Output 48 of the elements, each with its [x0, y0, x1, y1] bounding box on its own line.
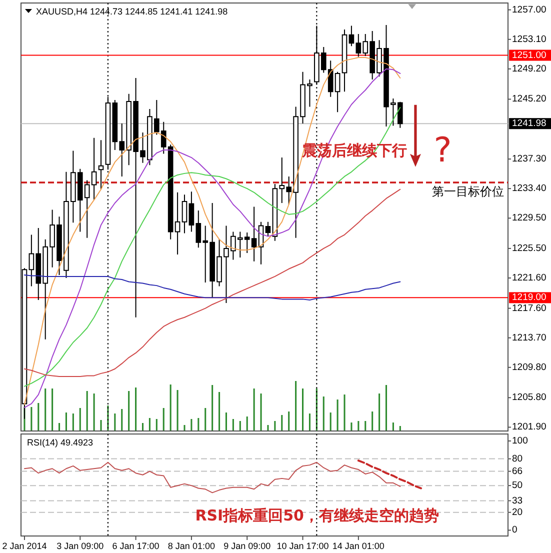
y-tick-label: 1249.20	[512, 63, 546, 74]
candlestick	[174, 192, 180, 255]
line-series	[24, 274, 401, 300]
y-tick-label: 20	[512, 506, 523, 518]
y-tick-label: 1225.50	[512, 242, 546, 254]
y-tick-label: 50	[512, 480, 523, 492]
x-tick-label: 8 Jan 01:00	[168, 541, 215, 551]
y-tick-label: 100	[512, 435, 528, 446]
x-tick-label: 3 Jan 09:00	[56, 541, 104, 551]
y-tick-label: 1233.40	[512, 183, 546, 194]
y-tick-label: 1205.80	[512, 392, 546, 404]
line-series	[24, 462, 401, 494]
annotation: RSI指标重回50，有继续走空的趋势	[195, 506, 439, 525]
y-tick-label: 1253.10	[512, 34, 546, 45]
line-series	[24, 188, 401, 377]
y-tick-label: 1217.60	[512, 302, 546, 314]
y-tick-label: 1209.80	[512, 362, 546, 373]
y-tick-label: 1237.30	[512, 154, 546, 165]
candlestick	[98, 140, 104, 190]
y-tick-label: 1221.60	[512, 272, 546, 284]
y-tick-label: 1201.90	[512, 422, 546, 433]
candlestick	[348, 25, 354, 47]
x-tick-label: 10 Jan 17:00	[276, 541, 329, 551]
candlestick	[342, 29, 348, 92]
ref-line-label: 1251.00	[512, 50, 546, 61]
ref-line-label: 1219.00	[512, 292, 546, 304]
x-tick-label: 6 Jan 17:00	[112, 541, 160, 551]
candlestick	[182, 194, 188, 234]
annotation: ?	[434, 130, 452, 171]
candlestick	[258, 221, 264, 265]
chart-title: XAUUSD,H4 1244.73 1244.85 1241.41 1241.98	[36, 6, 228, 16]
y-tick-label: 80	[512, 453, 523, 464]
chart-title: RSI(14) 49.4923	[27, 438, 94, 448]
x-tick-label: 14 Jan 01:00	[332, 541, 384, 551]
x-tick-label: 9 Jan 09:00	[224, 541, 271, 551]
x-tick-label: 2 Jan 2014	[2, 541, 47, 551]
y-tick-label: 0	[512, 524, 518, 536]
y-tick-label: 66	[512, 466, 523, 477]
candlestick	[188, 191, 194, 232]
y-tick-label: 33	[512, 495, 523, 506]
ref-line-label: 1241.98	[512, 118, 546, 130]
line-series	[357, 460, 422, 490]
y-tick-label: 1257.00	[512, 4, 546, 16]
y-tick-label: 1213.70	[512, 332, 546, 344]
y-tick-label: 1245.20	[512, 94, 546, 105]
y-tick-label: 1229.50	[512, 212, 546, 224]
candlestick	[265, 221, 271, 237]
ref-line-label: 第一目标价位	[432, 184, 504, 199]
